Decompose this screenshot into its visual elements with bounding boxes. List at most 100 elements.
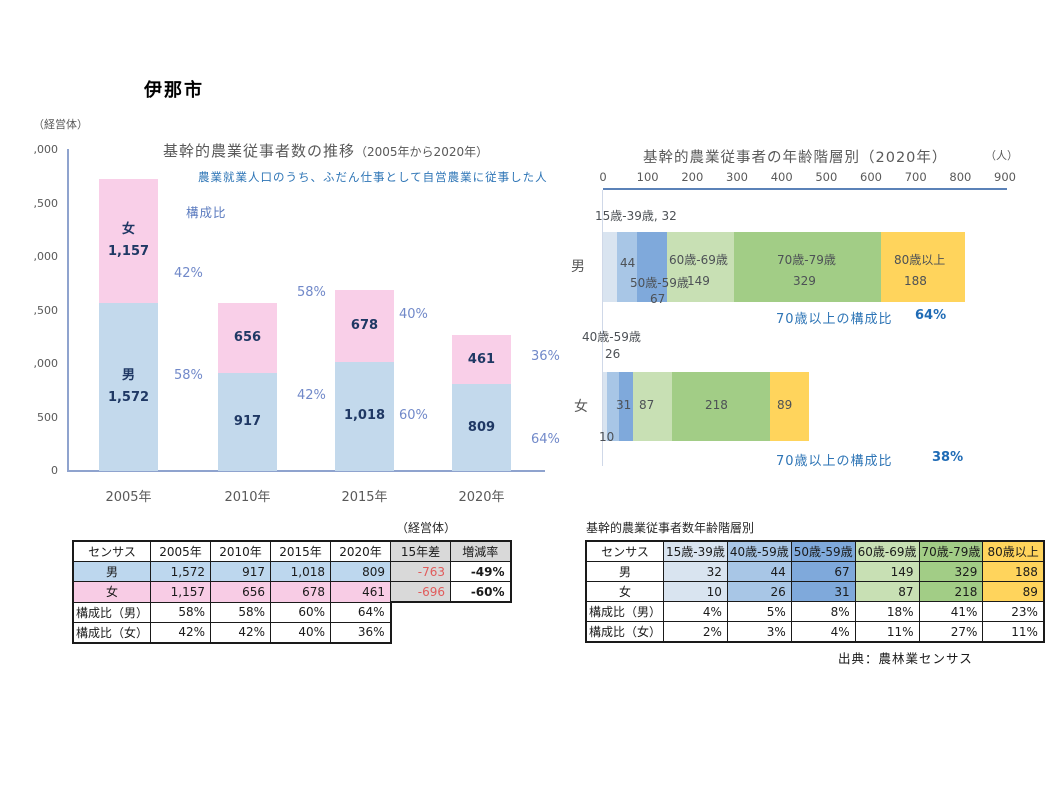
table-cell: 58%: [150, 601, 212, 623]
left-chart-title-main: 基幹的農業従事者数の推移: [163, 142, 356, 160]
table-cell: 149: [854, 561, 920, 582]
right-chart-x-axis-line: [603, 188, 1007, 190]
age-segment: [617, 232, 638, 302]
x-tick-label: 100: [636, 170, 659, 184]
table-cell: 64%: [330, 601, 392, 623]
table-cell: 3%: [726, 621, 792, 643]
row-header-cell: 男: [72, 561, 152, 582]
bar-annotation: 31: [616, 398, 632, 412]
table-cell: 89: [982, 581, 1045, 602]
table-cell: -763: [390, 561, 452, 582]
bar-annotation: 89: [777, 398, 793, 412]
x-category-label: 2010年: [224, 490, 271, 505]
table-cell: 678: [270, 581, 332, 603]
table-cell: 1,572: [150, 561, 212, 582]
male-segment: 917: [218, 372, 277, 471]
page-title: 伊那市: [144, 80, 204, 101]
table-header-cell: 40歳-59歳: [726, 540, 792, 562]
table-cell: 31: [790, 581, 856, 602]
table-cell: 1,018: [270, 561, 332, 582]
percent-annotation: 36%: [531, 349, 560, 364]
table-header-cell: 15年差: [390, 540, 452, 562]
table-cell: 58%: [210, 601, 272, 623]
table-cell: 1,157: [150, 581, 212, 603]
y-tick-label: ,000: [33, 143, 59, 156]
category-label-女: 女: [574, 399, 588, 415]
age-segment: [637, 232, 668, 302]
bar-annotation: 70歳-79歳: [777, 253, 836, 267]
table-cell: 11%: [854, 621, 920, 643]
trend-table: センサス 2005年 2010年 2015年 2020年 15年差 増減率男 1,572 917…: [72, 540, 512, 644]
y-tick-label: ,000: [33, 250, 59, 263]
bar-value-label: 656: [233, 329, 262, 345]
row-header-cell: 構成比（女）: [72, 621, 152, 644]
bar-annotation: 10: [599, 430, 615, 444]
table-header-cell: センサス: [585, 540, 665, 562]
table-cell: 42%: [150, 621, 212, 644]
bar-value-label: 678: [350, 317, 379, 333]
empty-cell: [450, 602, 511, 622]
table-header-cell: 増減率: [450, 540, 512, 562]
row-header-cell: 男: [585, 561, 665, 582]
table-cell: 60%: [270, 601, 332, 623]
x-tick-label: 900: [994, 170, 1016, 184]
bar-annotation: 26: [605, 347, 621, 361]
x-tick-label: 300: [726, 170, 748, 184]
source-note: 出典：農林業センサス: [838, 651, 973, 666]
stacked-bar-2020年: 461 809: [452, 335, 511, 471]
empty-cell: [390, 602, 451, 622]
age-segment: [881, 232, 966, 302]
bar-annotation: 67: [650, 292, 666, 306]
table-cell: 8%: [790, 601, 856, 622]
table-cell: 44: [726, 561, 792, 582]
age-segment: [603, 372, 608, 441]
y-tick-label: ,500: [33, 196, 59, 210]
left-chart-title-paren: （2005年から2020年）: [355, 145, 489, 159]
percent-annotation: 42%: [297, 388, 326, 403]
x-tick-label: 700: [904, 170, 927, 184]
female-segment: 678: [335, 289, 394, 363]
table-cell: 11%: [982, 621, 1045, 643]
table-cell: 32: [663, 561, 728, 582]
table-cell: 2%: [663, 621, 728, 643]
x-tick-label: 600: [860, 170, 882, 184]
empty-cell: [390, 622, 451, 643]
bar-annotation: 50歳-59歳: [630, 276, 689, 290]
table-cell: 917: [210, 561, 272, 582]
male-segment: 1,018: [335, 362, 394, 471]
left-chart-x-axis-line: [67, 470, 545, 472]
table-cell: 26: [726, 581, 792, 602]
table-cell: 10: [663, 581, 728, 602]
stacked-bar-2010年: 656 917: [218, 302, 277, 471]
percent-annotation: 64%: [531, 432, 560, 447]
table-header-cell: センサス: [72, 540, 152, 562]
age-segment: [667, 232, 734, 302]
ratio-70plus-label: 70歳以上の構成比: [776, 454, 893, 469]
table-header-cell: 2020年: [330, 540, 392, 562]
age-segment: [733, 232, 882, 302]
left-table-unit-label: （経営体）: [396, 521, 457, 535]
left-chart-subtitle: 農業就業人口のうち、ふだん仕事として自営農業に従事した人: [198, 170, 548, 184]
table-cell: 218: [918, 581, 984, 602]
y-tick-label: 500: [37, 410, 58, 424]
table-header-cell: 80歳以上: [982, 540, 1045, 562]
category-label-男: 男: [571, 259, 585, 275]
table-cell: 27%: [918, 621, 984, 643]
composition-ratio-label: 構成比: [186, 205, 227, 220]
ratio-70plus-value: 64%: [915, 308, 947, 323]
table-header-cell: 2015年: [270, 540, 332, 562]
table-cell: 87: [854, 581, 920, 602]
male-segment: 男 1,572: [99, 302, 158, 471]
table-header-cell: 2010年: [210, 540, 272, 562]
x-category-label: 2005年: [105, 490, 152, 505]
age-segment: [619, 372, 633, 441]
row-header-cell: 構成比（男）: [585, 601, 665, 622]
empty-cell: [450, 622, 511, 643]
age-segment: [769, 372, 810, 441]
table-cell: 4%: [790, 621, 856, 643]
table-cell: 4%: [663, 601, 728, 622]
bar-value-label: 1,157: [107, 243, 150, 259]
bar-value-label: 女: [121, 221, 135, 237]
row-header-cell: 女: [585, 581, 665, 602]
row-header-cell: 構成比（男）: [72, 601, 152, 623]
